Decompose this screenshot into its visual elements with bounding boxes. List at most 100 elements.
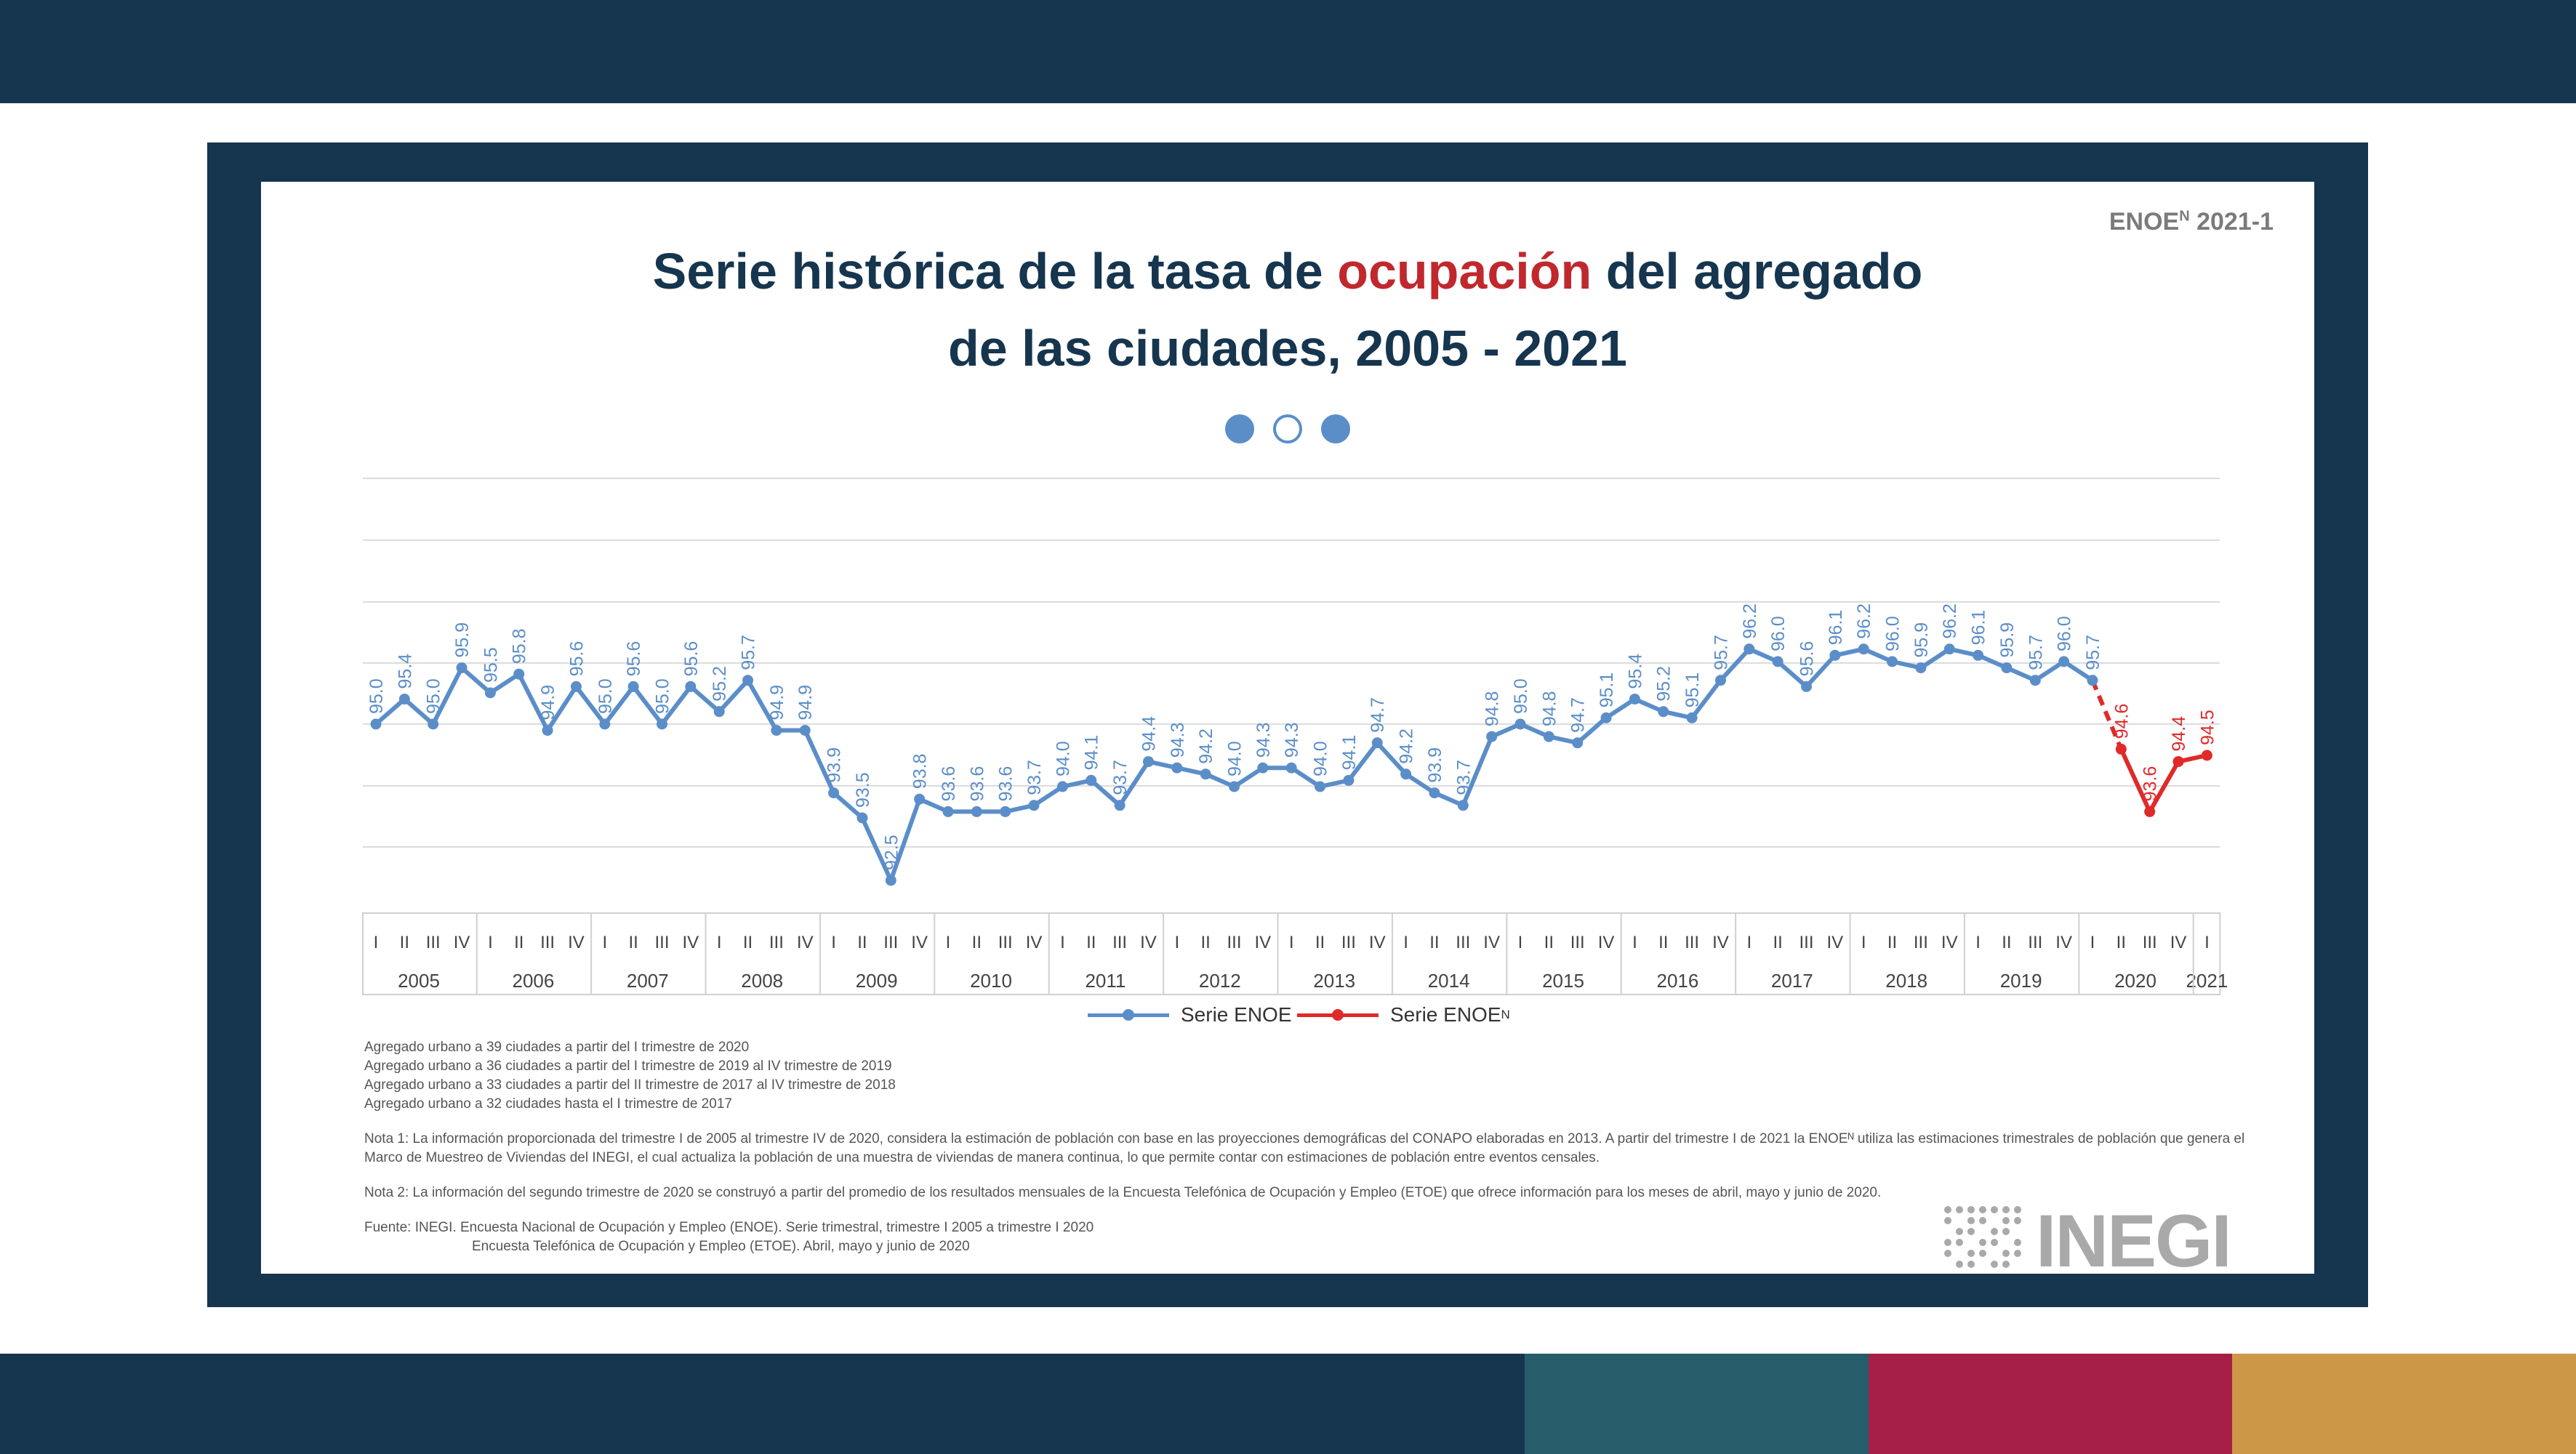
enoe-data-label: 94.2	[1397, 728, 1417, 764]
inegi-logo-mark	[1944, 1203, 2031, 1269]
x-year-label: 2015	[1542, 970, 1584, 992]
enoe-data-label: 94.8	[1482, 691, 1503, 727]
x-tick-label: III	[1227, 933, 1241, 952]
enoe-data-label: 93.6	[939, 766, 959, 802]
x-tick-label: IV	[2055, 933, 2072, 952]
x-tick-label: III	[540, 933, 555, 952]
enoe-point	[2029, 675, 2041, 686]
enoe-data-label: 93.7	[1110, 760, 1131, 795]
x-year-label: 2014	[1428, 970, 1470, 992]
enoe-data-label: 93.9	[1425, 747, 1445, 783]
enoen-point	[2201, 750, 2212, 761]
enoen-data-label: 94.5	[2197, 710, 2218, 745]
enoe-point	[1887, 656, 1898, 667]
enoe-data-label: 95.5	[481, 647, 501, 683]
enoe-point	[713, 706, 725, 718]
x-tick-label: III	[883, 933, 898, 952]
enoe-point	[1543, 731, 1554, 742]
enoe-data-label: 95.4	[1625, 654, 1645, 689]
x-year-label: 2007	[627, 970, 669, 992]
x-tick-label: III	[2143, 933, 2157, 952]
x-tick-label: II	[1658, 933, 1668, 952]
enoe-point	[1858, 643, 1869, 655]
enoe-data-label: 94.3	[1253, 723, 1274, 758]
x-tick-label: II	[857, 933, 867, 952]
enoe-data-label: 94.1	[1082, 735, 1102, 771]
enoe-point	[1229, 781, 1240, 792]
carousel-dot-1[interactable]	[1225, 414, 1254, 443]
enoe-point	[1600, 712, 1612, 723]
survey-badge: ENOEN 2021-1	[2108, 208, 2274, 236]
enoen-point	[2144, 806, 2156, 817]
enoe-point	[1315, 781, 1326, 792]
enoe-point	[1000, 806, 1011, 817]
x-tick-label: I	[2090, 933, 2095, 952]
x-tick-label: IV	[1140, 933, 1157, 952]
legend-item-enoe: Serie ENOE	[1088, 1003, 1292, 1027]
x-tick-label: II	[972, 933, 982, 952]
x-tick-label: I	[1975, 933, 1981, 952]
x-tick-label: II	[400, 933, 409, 952]
x-tick-label: IV	[1712, 933, 1729, 952]
x-tick-label: II	[1887, 933, 1897, 952]
title-line-2: de las ciudades, 2005 - 2021	[948, 320, 1627, 377]
x-year-label: 2011	[1085, 970, 1126, 992]
enoe-data-label: 94.0	[1225, 741, 1245, 776]
enoe-data-label: 96.0	[1768, 616, 1789, 651]
enoe-data-label: 95.8	[510, 629, 530, 664]
x-tick-label: II	[1086, 933, 1096, 952]
enoe-data-label: 95.1	[1597, 672, 1617, 708]
enoe-point	[484, 687, 496, 699]
enoe-data-label: 95.0	[1511, 678, 1531, 714]
enoe-point	[1171, 762, 1183, 774]
x-tick-label: II	[1773, 933, 1782, 952]
enoe-data-label: 95.9	[452, 622, 473, 658]
enoe-point	[1714, 675, 1726, 686]
enoe-point	[1285, 762, 1297, 774]
enoe-point	[1658, 706, 1669, 718]
series-line-enoen	[2119, 748, 2208, 814]
chart-panel: ENOEN 2021-1 Serie histórica de la tasa …	[261, 182, 2314, 1274]
source-line-1: Fuente: INEGI. Encuesta Nacional de Ocup…	[364, 1220, 1094, 1235]
x-tick-label: II	[1544, 933, 1554, 952]
enoe-data-label: 96.0	[2055, 616, 2075, 651]
x-tick-label: IV	[797, 933, 814, 952]
x-tick-label: II	[2116, 933, 2126, 952]
enoe-point	[2087, 675, 2098, 686]
enoe-data-label: 94.3	[1282, 723, 1302, 758]
enoe-data-label: 94.0	[1311, 741, 1331, 776]
enoe-point	[685, 680, 697, 692]
line-chart: I II III IV I II III IV I II III IV I II III IV I II III IV…	[362, 478, 2228, 995]
x-year-label: 2019	[2000, 970, 2042, 992]
x-tick-label: II	[1315, 933, 1325, 952]
enoe-point	[513, 668, 525, 680]
enoe-point	[370, 718, 382, 730]
enoe-data-label: 95.4	[395, 654, 415, 689]
x-tick-label: III	[998, 933, 1013, 952]
note-agregado-3: Agregado urbano a 33 ciudades a partir d…	[364, 1077, 896, 1093]
x-tick-label: III	[1341, 933, 1356, 952]
x-year-label: 2009	[856, 970, 898, 992]
x-year-label: 2021	[2186, 970, 2228, 992]
enoe-data-label: 95.0	[595, 678, 616, 714]
enoe-point	[1572, 737, 1584, 749]
enoe-data-label: 96.2	[1740, 603, 1760, 639]
enoe-data-label: 94.9	[767, 685, 787, 720]
x-tick-label: III	[1456, 933, 1470, 952]
x-tick-label: I	[717, 933, 722, 952]
enoe-point	[828, 787, 840, 799]
bottom-bar-crimson	[1869, 1354, 2232, 1454]
x-tick-label: III	[654, 933, 669, 952]
x-year-label: 2016	[1657, 970, 1699, 992]
x-tick-label: II	[743, 933, 753, 952]
carousel-dot-2[interactable]	[1273, 414, 1302, 443]
x-tick-label: IV	[1026, 933, 1043, 952]
carousel-dot-3[interactable]	[1321, 414, 1350, 443]
enoe-point	[456, 662, 468, 674]
enoe-point	[742, 675, 754, 686]
enoe-data-label: 96.1	[1969, 610, 1989, 646]
x-tick-label: I	[2204, 933, 2210, 952]
enoe-point	[971, 806, 982, 817]
series-connector-dashed	[2090, 679, 2124, 750]
x-tick-label: III	[1914, 933, 1928, 952]
